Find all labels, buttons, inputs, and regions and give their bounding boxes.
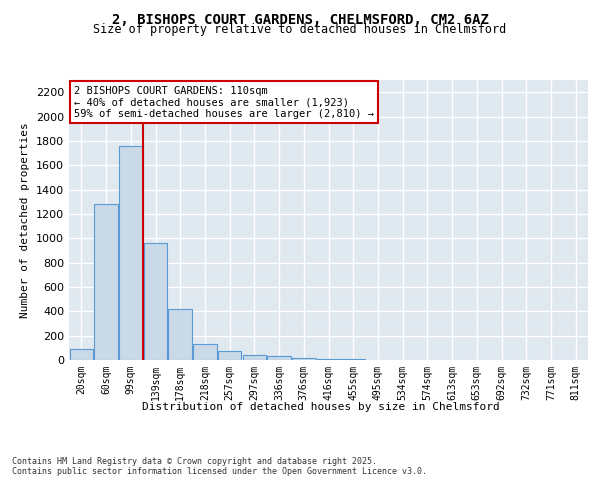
Text: Size of property relative to detached houses in Chelmsford: Size of property relative to detached ho… xyxy=(94,22,506,36)
Text: Distribution of detached houses by size in Chelmsford: Distribution of detached houses by size … xyxy=(142,402,500,412)
Text: 2 BISHOPS COURT GARDENS: 110sqm
← 40% of detached houses are smaller (1,923)
59%: 2 BISHOPS COURT GARDENS: 110sqm ← 40% of… xyxy=(74,86,374,119)
Text: Contains HM Land Registry data © Crown copyright and database right 2025.: Contains HM Land Registry data © Crown c… xyxy=(12,458,377,466)
Bar xyxy=(317,359,340,360)
Bar xyxy=(94,204,118,360)
Bar xyxy=(119,146,143,360)
Bar xyxy=(268,356,291,360)
Y-axis label: Number of detached properties: Number of detached properties xyxy=(20,122,31,318)
Bar xyxy=(292,358,316,360)
Bar xyxy=(193,344,217,360)
Bar xyxy=(218,351,241,360)
Bar xyxy=(242,354,266,360)
Bar xyxy=(70,349,93,360)
Bar xyxy=(169,310,192,360)
Text: Contains public sector information licensed under the Open Government Licence v3: Contains public sector information licen… xyxy=(12,468,427,476)
Bar xyxy=(144,243,167,360)
Text: 2, BISHOPS COURT GARDENS, CHELMSFORD, CM2 6AZ: 2, BISHOPS COURT GARDENS, CHELMSFORD, CM… xyxy=(112,12,488,26)
